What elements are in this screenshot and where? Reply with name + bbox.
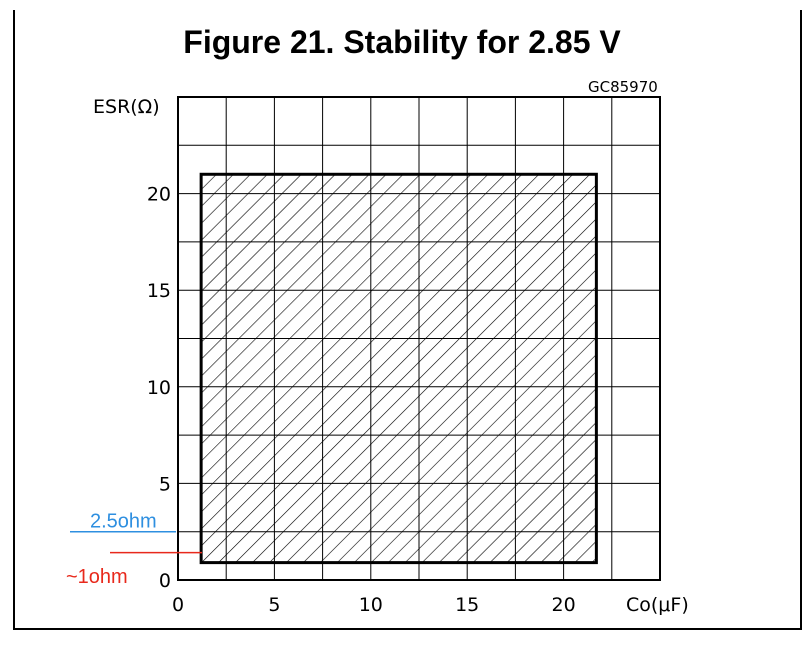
- annotation-label-1ohm: ~1ohm: [66, 566, 128, 588]
- stable-region: [199, 172, 598, 565]
- x-tick-label: 20: [552, 594, 576, 616]
- figure-code: GC85970: [588, 78, 658, 96]
- plot-border: [177, 96, 661, 581]
- x-tick-labels: 0 5 10 15 20: [172, 594, 576, 616]
- x-tick-label: 5: [268, 594, 280, 616]
- page-title: Figure 21. Stability for 2.85 V: [183, 24, 621, 60]
- y-tick-label: 10: [147, 377, 171, 399]
- y-axis-label: ESR(Ω): [93, 96, 160, 118]
- y-tick-labels: 0 5 10 15 20: [147, 184, 171, 592]
- x-tick-label: 15: [455, 594, 479, 616]
- figure-frame: [13, 10, 802, 630]
- y-tick-label: 0: [159, 570, 171, 592]
- y-tick-label: 5: [159, 473, 171, 495]
- x-tick-label: 10: [359, 594, 383, 616]
- y-tick-label: 15: [147, 280, 171, 302]
- y-tick-label: 20: [147, 184, 171, 206]
- x-axis-label: Co(μF): [626, 594, 689, 616]
- x-tick-label: 0: [172, 594, 184, 616]
- annotation-label-2-5ohm: 2.5ohm: [90, 511, 157, 533]
